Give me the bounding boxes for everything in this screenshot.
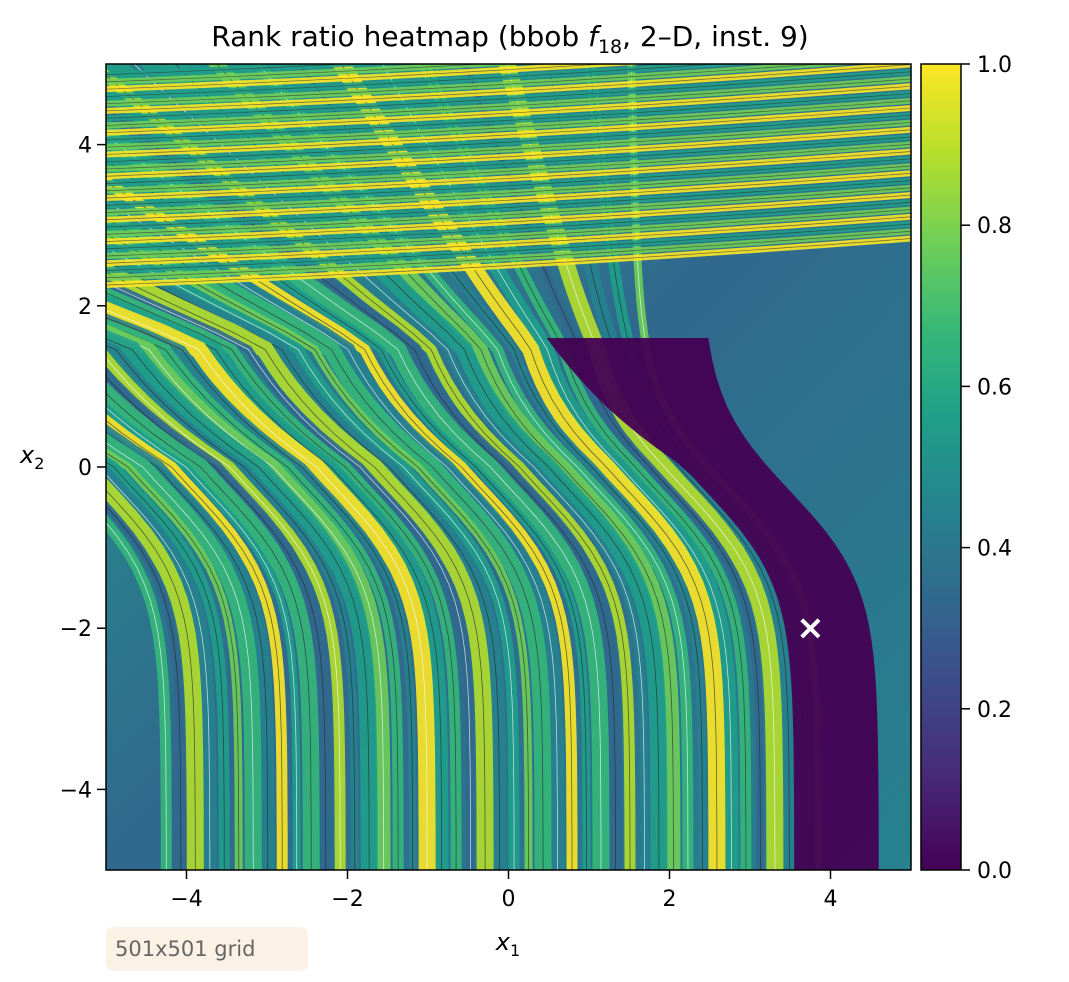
y-axis: −4 −2 0 2 4 — [60, 134, 106, 803]
minimum-marker: × — [796, 608, 825, 648]
colorbar-tick-label: 0.4 — [977, 537, 1012, 562]
x-tick-label: 4 — [824, 887, 838, 912]
y-tick-label: −4 — [60, 778, 92, 803]
colorbar-tick-label: 1.0 — [977, 53, 1012, 78]
y-tick-label: −2 — [60, 617, 92, 642]
heatmap-plot-area: × — [105, 63, 912, 871]
chart-title: Rank ratio heatmap (bbob f18, 2–D, inst.… — [211, 20, 808, 58]
y-tick-label: 2 — [78, 295, 92, 320]
grid-size-annotation-box — [106, 927, 308, 971]
y-axis-label: x2 — [19, 441, 44, 473]
heatmap-image — [106, 64, 911, 870]
colorbar-ticks: 0.0 0.2 0.4 0.6 0.8 1.0 — [961, 53, 1012, 884]
x-tick-label: −2 — [331, 887, 363, 912]
grid-size-annotation: 501x501 grid — [106, 927, 308, 971]
colorbar-tick-label: 0.2 — [977, 698, 1012, 723]
x-tick-label: −4 — [170, 887, 202, 912]
colorbar-tick-label: 0.0 — [977, 859, 1012, 884]
y-tick-label: 0 — [78, 456, 92, 481]
colorbar-tick-label: 0.6 — [977, 375, 1012, 400]
colorbar: 0.0 0.2 0.4 0.6 0.8 1.0 — [920, 53, 1012, 884]
y-tick-label: 4 — [78, 134, 92, 159]
x-axis: −4 −2 0 2 4 — [170, 870, 838, 912]
x-tick-label: 2 — [663, 887, 677, 912]
grid-size-annotation-text: 501x501 grid — [115, 937, 255, 961]
x-axis-label: x1 — [495, 928, 520, 960]
x-tick-label: 0 — [502, 887, 516, 912]
colorbar-gradient — [920, 63, 962, 871]
colorbar-tick-label: 0.8 — [977, 214, 1012, 239]
